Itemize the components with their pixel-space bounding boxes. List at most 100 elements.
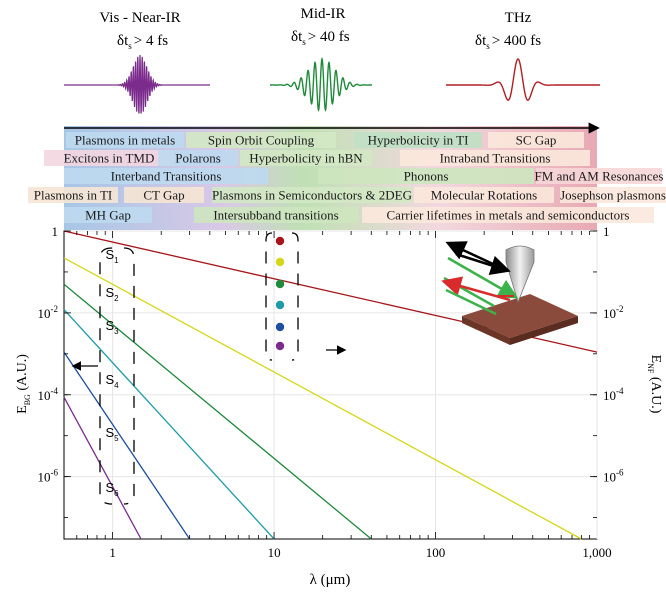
pulse-duration-value: > 40 fs (308, 29, 350, 45)
s-label-bracket: S1 S2 S3 S4 S5 S6 (71, 247, 135, 505)
y-tick-label-left: 1 (52, 224, 59, 239)
pulse-header-vis: Vis - Near-IR δts > 4 fs (99, 10, 180, 51)
series-label-s4: S4 (105, 372, 119, 390)
pulse-title: THz (505, 10, 532, 26)
svg-text:Hyperbolicity in TI: Hyperbolicity in TI (368, 133, 469, 148)
svg-text:CT Gap: CT Gap (143, 188, 184, 203)
series-label-s5: S5 (105, 425, 119, 443)
y-ticks: 1 1 10-2 10-2 10-4 10-4 10-6 10-6 (38, 224, 624, 518)
y-tick-label-left: 10-6 (38, 468, 59, 485)
vis-pulse-waveform (64, 54, 210, 114)
phenomenon-label: Plasmons in TI (28, 187, 118, 203)
svg-text:Plasmons in TI: Plasmons in TI (34, 188, 113, 203)
pulse-title: Vis - Near-IR (99, 10, 180, 26)
phenomenon-label: Plasmons in metals (66, 132, 184, 148)
y-axis-label-right: ENF (A.U.) (646, 355, 663, 414)
series-color-dot-s4 (275, 300, 285, 310)
phenomenon-label: SC Gap (488, 132, 584, 148)
series-line-s3 (63, 283, 372, 540)
phenomenon-label: Intersubband transitions (194, 207, 358, 223)
svg-text:Interband Transitions: Interband Transitions (111, 169, 222, 184)
x-tick-label: 10 (268, 545, 281, 560)
y-tick-label-right: 10-4 (603, 386, 624, 403)
x-axis-label: λ (μm) (310, 572, 351, 588)
pulse-duration-symbol: δt (291, 29, 303, 45)
svg-text:Excitons in TMD: Excitons in TMD (64, 151, 155, 166)
svg-text:Phonons: Phonons (404, 169, 449, 184)
phenomenon-label: Carrier lifetimes in metals and semicond… (362, 207, 654, 223)
svg-text:Hyperbolicity in hBN: Hyperbolicity in hBN (249, 151, 363, 166)
svg-text:Polarons: Polarons (175, 151, 221, 166)
midir-pulse-waveform (270, 57, 372, 112)
y-tick-label-right: 10-6 (603, 468, 624, 485)
x-tick-label: 100 (426, 545, 446, 560)
svg-text:Plasmons in Semiconductors & 2: Plasmons in Semiconductors & 2DEG (212, 188, 412, 203)
phenomenon-label: MH Gap (64, 207, 152, 223)
svg-text:Intersubband transitions: Intersubband transitions (213, 208, 338, 223)
series-line-s2 (63, 257, 582, 540)
green-beam (447, 256, 519, 299)
series-line-s6 (63, 396, 142, 540)
phenomenon-label: Hyperbolicity in TI (354, 132, 482, 148)
thz-pulse-waveform (446, 58, 600, 101)
series-label-s3: S3 (105, 318, 119, 336)
pulse-title: Mid-IR (301, 6, 346, 22)
svg-text:SC Gap: SC Gap (516, 133, 557, 148)
y-axis-label-left: EBG (A.U.) (15, 354, 32, 414)
series-line-s4 (63, 309, 275, 540)
svg-text:δts> 400 fs: δts > 400 fs (475, 33, 541, 51)
series-line-s5 (63, 351, 191, 540)
series-color-dot-s5 (275, 322, 285, 332)
y-tick-label-left: 10-2 (38, 304, 59, 321)
svg-text:MH Gap: MH Gap (85, 208, 131, 223)
pulse-duration-value: > 4 fs (134, 33, 168, 49)
phenomena-band: Plasmons in metals Spin Orbit Coupling Hyp… (28, 122, 666, 230)
y-tick-label-right: 10-2 (603, 304, 624, 321)
pulse-duration-value: > 400 fs (492, 33, 541, 49)
phenomenon-label: Josephson plasmons (560, 187, 666, 203)
series-label-s2: S2 (105, 285, 119, 303)
plot: 1 10 100 1,000 1 1 10-2 10-2 10-4 10-4 10-6 10-6 λ… (15, 224, 663, 588)
x-tick-label: 1 (109, 545, 116, 560)
series-label-s1: S1 (105, 247, 119, 265)
svg-text:δts> 4 fs: δts > 4 fs (117, 33, 168, 51)
phenomenon-label: Intraband Transitions (400, 150, 590, 166)
svg-text:Molecular Rotations: Molecular Rotations (431, 188, 538, 203)
series-color-dot-s2 (275, 257, 285, 267)
phenomenon-label: Polarons (158, 150, 238, 166)
svg-text:FM and AM Resonances: FM and AM Resonances (535, 169, 664, 184)
phenomenon-label: Spin Orbit Coupling (186, 132, 336, 148)
near-field-tip-illustration (441, 241, 578, 345)
afm-tip (505, 245, 535, 304)
phenomenon-label: Excitons in TMD (44, 150, 174, 166)
x-ticks: 1 10 100 1,000 (63, 231, 612, 560)
series-color-dot-s3 (275, 279, 285, 289)
pulse-header-midir: Mid-IR δts > 40 fs (291, 6, 350, 47)
phenomenon-label: Molecular Rotations (414, 187, 554, 203)
svg-text:Spin Orbit Coupling: Spin Orbit Coupling (208, 133, 315, 148)
pulse-duration-symbol: δt (475, 33, 487, 49)
series-lines (63, 230, 598, 540)
color-dot-legend (265, 232, 347, 361)
phenomenon-label: Phonons (318, 168, 534, 184)
phenomenon-label: Plasmons in Semiconductors & 2DEG (212, 187, 412, 203)
y-tick-label-right: 1 (603, 224, 610, 239)
series-color-dot-s1 (275, 236, 285, 246)
pulse-header-thz: THz δts > 400 fs (475, 10, 541, 51)
pulse-duration-symbol: δt (117, 33, 129, 49)
series-label-s6: S6 (105, 480, 119, 498)
phenomenon-label: CT Gap (124, 187, 204, 203)
svg-text:Josephson plasmons: Josephson plasmons (560, 188, 666, 203)
x-tick-label: 1,000 (582, 545, 611, 560)
series-color-dot-s6 (275, 341, 285, 351)
svg-text:δts> 40 fs: δts > 40 fs (291, 29, 350, 47)
phenomenon-label: Hyperbolicity in hBN (240, 150, 372, 166)
svg-text:Plasmons in metals: Plasmons in metals (75, 133, 175, 148)
svg-text:Carrier lifetimes in metals an: Carrier lifetimes in metals and semicond… (387, 208, 630, 223)
phenomenon-label: Interband Transitions (64, 168, 268, 184)
y-tick-label-left: 10-4 (38, 386, 59, 403)
svg-text:Intraband Transitions: Intraband Transitions (440, 151, 551, 166)
sample-surface (462, 294, 578, 338)
phenomenon-label: FM and AM Resonances (535, 168, 664, 184)
